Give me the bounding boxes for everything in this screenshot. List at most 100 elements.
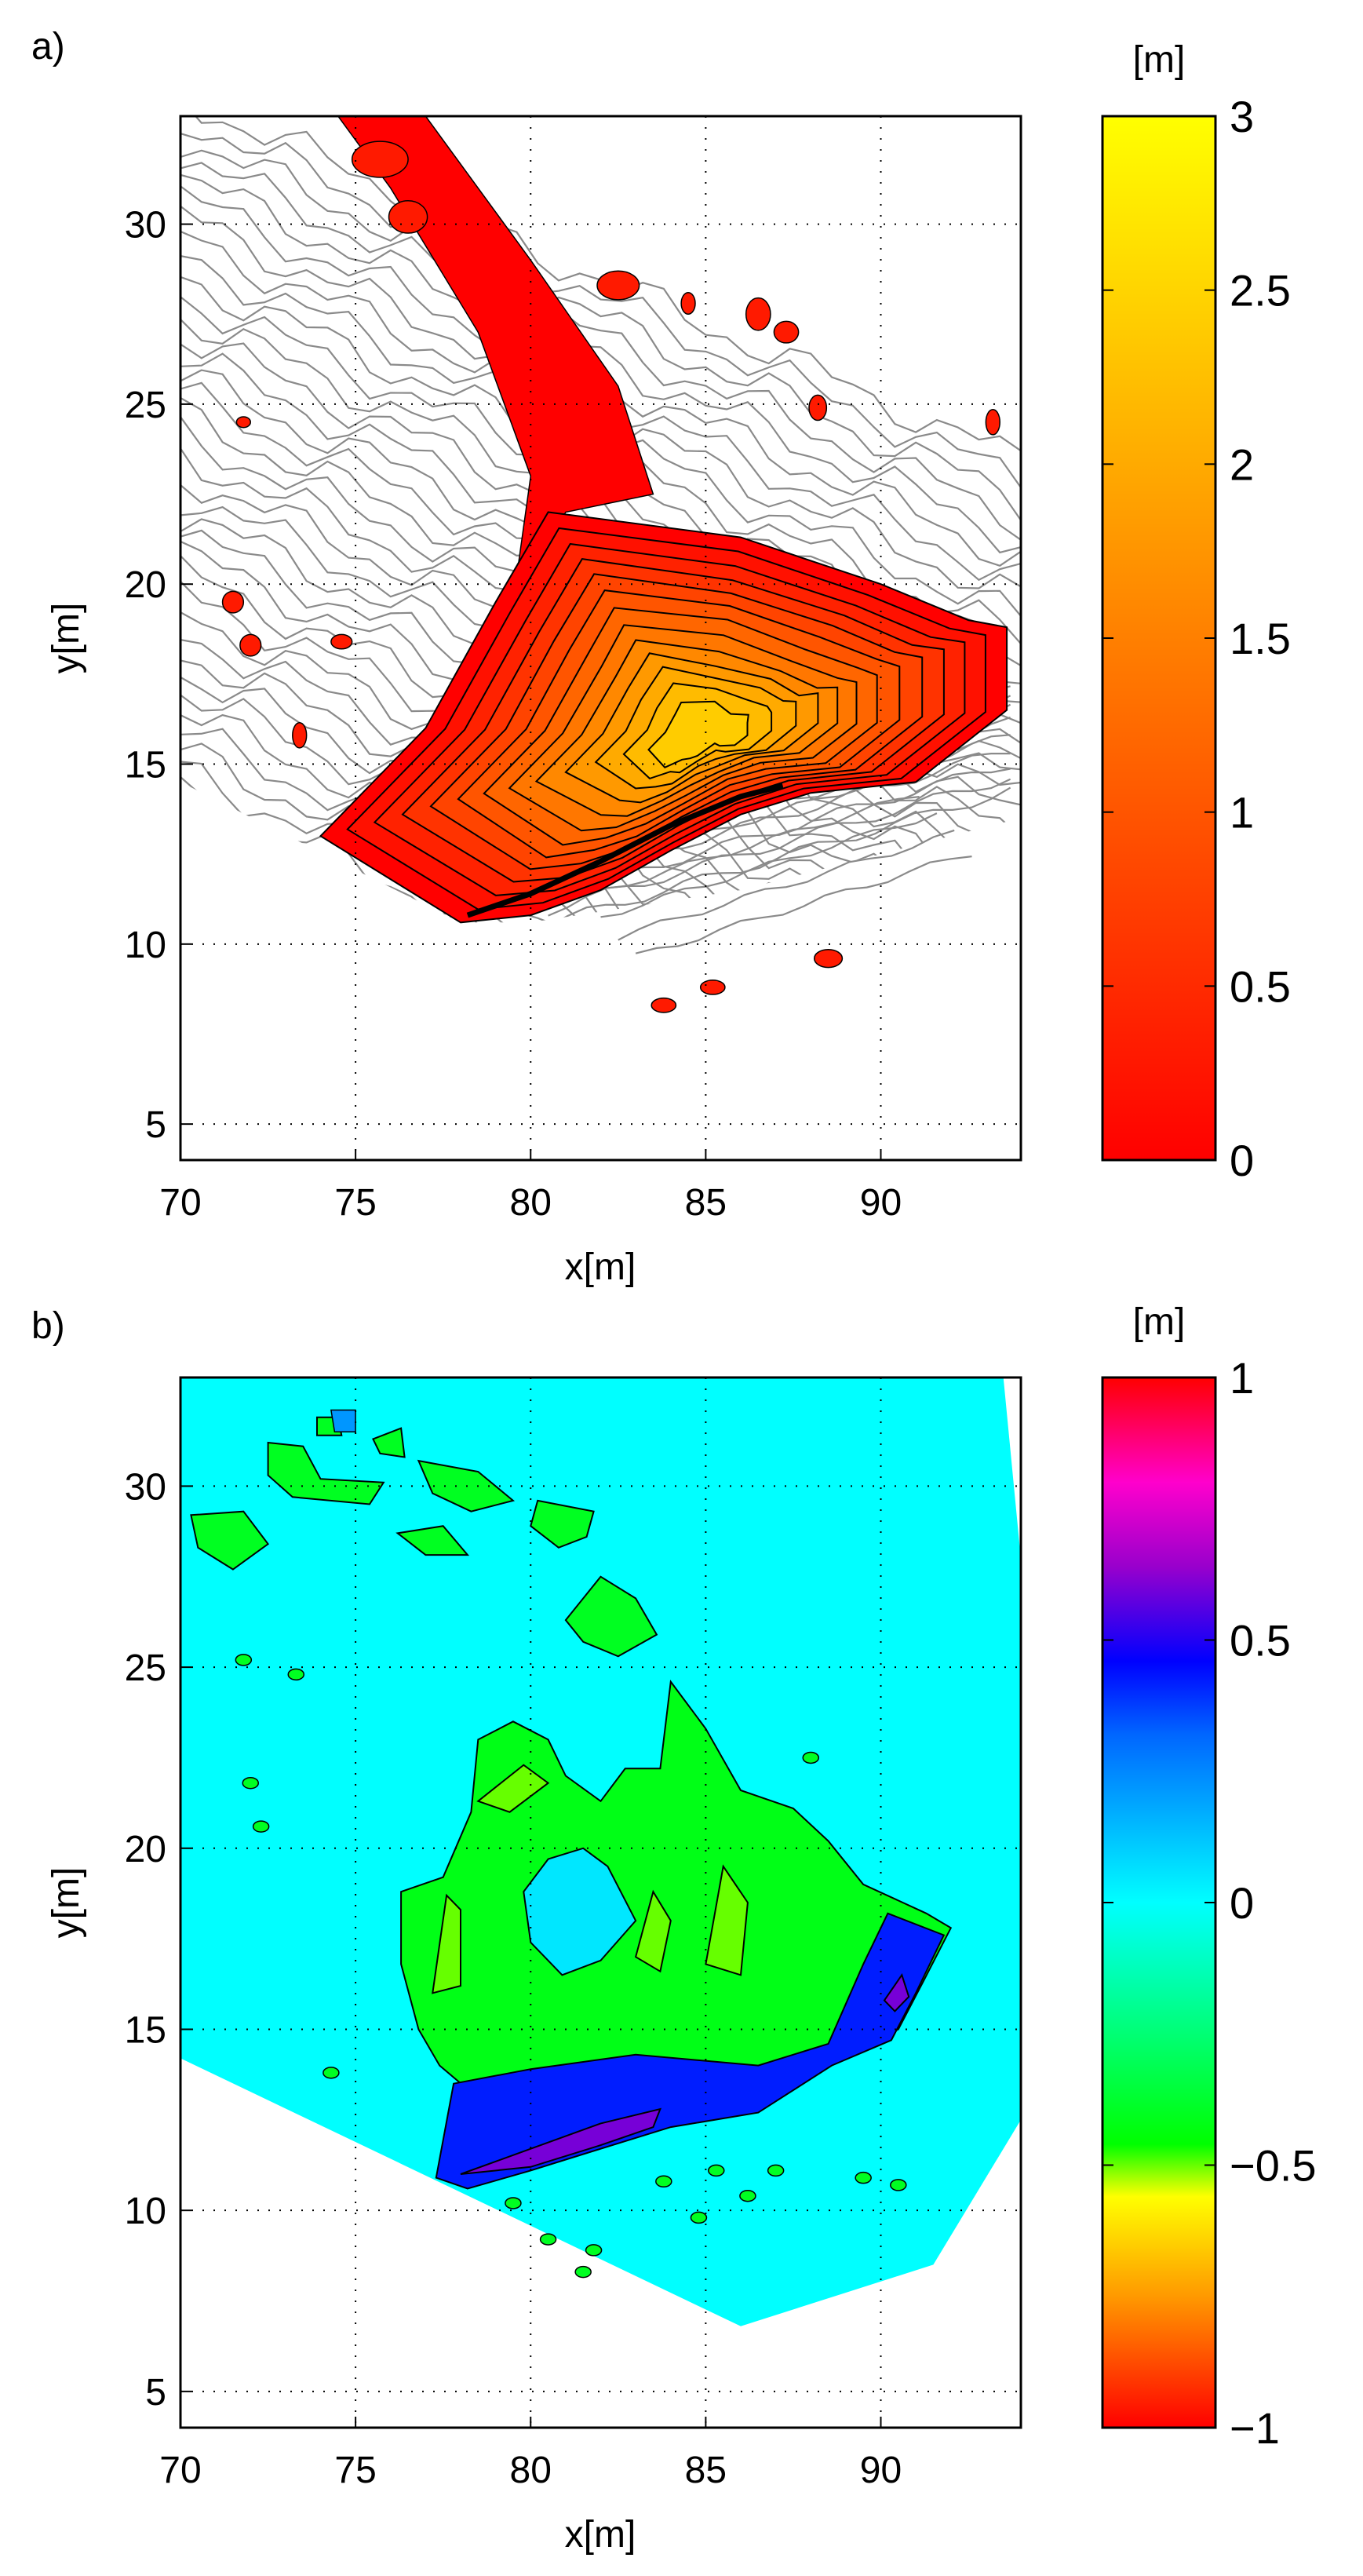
y-tick-label: 15 — [125, 745, 166, 786]
x-axis-ticks: 70 75 80 85 90 — [159, 1149, 902, 1224]
small-deposit-patch — [680, 291, 696, 315]
x-tick-label: 75 — [334, 2450, 376, 2491]
x-tick-label: 70 — [159, 2450, 201, 2491]
x-tick-label: 80 — [510, 2450, 552, 2491]
plot-a-frame — [179, 115, 1022, 1162]
colorbar-tick-label: 0 — [1230, 1136, 1254, 1185]
scarp-core — [460, 2107, 662, 2175]
deposit-contour-level — [647, 700, 749, 769]
colorbar-b-ticks: −1 −0.5 0 0.5 1 — [1102, 1353, 1317, 2453]
lower-patch — [242, 1776, 259, 1790]
colorbar-tick-label: 3 — [1230, 92, 1254, 141]
small-deposit-patch — [330, 633, 353, 650]
inner-contour — [634, 1889, 672, 1973]
y-tick-label: 20 — [125, 564, 166, 606]
colorbar-tick-label: −0.5 — [1230, 2141, 1317, 2191]
y-tick-label: 15 — [125, 2009, 166, 2051]
lower-patch — [802, 1751, 819, 1764]
lower-patch — [235, 1654, 253, 1666]
topo-contour-line — [600, 812, 938, 918]
colorbar-tick-label: 0.5 — [1230, 961, 1291, 1011]
colorbar-tick-label: 2 — [1230, 440, 1254, 489]
difference-filled-contours — [180, 1377, 1021, 2326]
upper-patch — [330, 1409, 356, 1432]
topo-contour-line — [635, 856, 972, 954]
topo-contour-line — [180, 149, 1021, 521]
small-deposit-patch — [235, 416, 252, 429]
upper-patch — [417, 1459, 516, 1512]
y-tick-label: 20 — [125, 1829, 166, 1870]
lower-patch — [708, 2164, 725, 2177]
scarp-core — [883, 1973, 910, 2012]
colorbar-a — [1101, 115, 1217, 1162]
x-tick-label: 70 — [159, 1182, 201, 1224]
y-tick-label: 25 — [125, 1647, 166, 1689]
lower-patch — [505, 2197, 522, 2209]
y-tick-label: 30 — [125, 1466, 166, 1508]
colorbar-b — [1101, 1376, 1217, 2429]
x-axis-label: x[m] — [565, 1246, 636, 1288]
lower-patch — [539, 2233, 557, 2246]
y-tick-label: 30 — [125, 205, 166, 246]
lower-patch — [323, 2067, 340, 2079]
lower-patch — [739, 2189, 756, 2202]
colorbar-tick-label: 1 — [1230, 1353, 1254, 1403]
colorbar-tick-label: 0 — [1230, 1878, 1254, 1928]
x-tick-label: 90 — [860, 1182, 902, 1224]
lower-patch — [252, 1820, 270, 1833]
lower-patch — [767, 2164, 785, 2177]
inner-contour — [432, 1893, 461, 1994]
small-deposit-patch — [745, 297, 771, 331]
y-axis-ticks: 5 10 15 20 25 30 — [125, 205, 191, 1146]
small-deposit-patch — [773, 320, 800, 344]
lower-patch — [585, 2244, 603, 2257]
small-deposit-patch — [813, 948, 844, 969]
x-tick-label: 80 — [510, 1182, 552, 1224]
x-tick-label: 85 — [685, 1182, 727, 1224]
small-deposit-patch — [808, 394, 828, 421]
x-axis-ticks: 70 75 80 85 90 — [159, 2417, 902, 2491]
no-data-area — [180, 782, 1021, 1160]
topo-contour-line — [180, 133, 1021, 488]
x-tick-label: 90 — [860, 2450, 902, 2491]
small-deposit-patch — [221, 590, 245, 614]
small-deposit-patch — [985, 409, 1000, 436]
colorbar-tick-label: 1.5 — [1230, 614, 1291, 663]
topo-contour-line — [618, 829, 955, 941]
inner-contour — [705, 1864, 749, 1976]
lower-patch — [690, 2211, 708, 2224]
lower-patch — [655, 2175, 672, 2188]
topo-contour-line — [582, 796, 920, 896]
channel-deposit — [337, 116, 654, 603]
colorbar-tick-label: 2.5 — [1230, 266, 1291, 316]
x-tick-label: 85 — [685, 2450, 727, 2491]
small-deposit-patch — [596, 270, 640, 301]
lower-patch — [890, 2179, 907, 2191]
upper-patch — [267, 1441, 385, 1505]
y-tick-label: 25 — [125, 385, 166, 426]
y-axis-label: y[m] — [46, 1867, 87, 1939]
y-tick-label: 10 — [125, 925, 166, 966]
upper-patch — [372, 1427, 406, 1458]
small-deposit-patch — [388, 200, 428, 234]
lower-patch — [574, 2265, 592, 2279]
small-deposit-patch — [699, 979, 726, 995]
y-tick-label: 5 — [145, 2372, 166, 2414]
scarp-band — [435, 1912, 946, 2190]
y-tick-label: 10 — [125, 2191, 166, 2232]
lower-patch — [855, 2171, 872, 2184]
plot-b-frame — [179, 1376, 1022, 2429]
colorbar-tick-label: −1 — [1230, 2403, 1280, 2453]
small-deposit-patch — [292, 722, 308, 749]
colorbar-a-ticks: 0 0.5 1 1.5 2 2.5 3 — [1102, 92, 1291, 1185]
small-deposit-patch — [351, 140, 409, 178]
y-tick-label: 5 — [145, 1104, 166, 1146]
panel-a-label: a) — [31, 26, 65, 68]
y-axis-label: y[m] — [46, 603, 87, 674]
small-deposit-patch — [239, 633, 262, 657]
inner-contour — [476, 1764, 550, 1813]
x-tick-label: 75 — [334, 1182, 376, 1224]
panel-b-label: b) — [31, 1305, 65, 1347]
x-axis-label: x[m] — [565, 2514, 636, 2556]
upper-patch — [395, 1525, 470, 1556]
